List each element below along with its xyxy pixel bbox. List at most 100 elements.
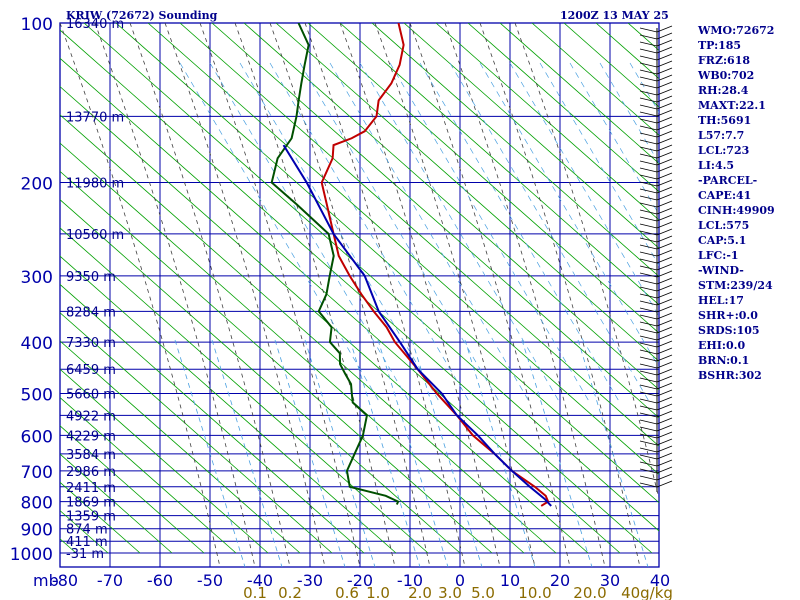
mixing-ratio-line xyxy=(304,339,376,567)
wind-barb xyxy=(656,235,673,243)
wind-barbs xyxy=(639,25,673,492)
moist-adiabat-line xyxy=(94,23,256,567)
dry-adiabat-line xyxy=(115,23,659,504)
wind-barb xyxy=(656,25,673,33)
wind-barb-flag xyxy=(639,69,658,75)
wind-barb xyxy=(656,473,673,481)
temperature-tick-label: 40 xyxy=(650,571,670,590)
wind-barb xyxy=(656,459,673,467)
pressure-tick-label: 500 xyxy=(21,385,53,405)
dry-adiabat-line xyxy=(60,170,493,554)
wind-barb xyxy=(656,67,673,75)
mixing-ratio-label: 40g/kg xyxy=(621,584,673,600)
wind-barb-flag xyxy=(639,384,658,390)
dry-adiabat-line xyxy=(60,57,621,554)
moist-adiabat-line xyxy=(234,23,396,567)
moist-adiabat-line xyxy=(339,23,501,567)
height-label: 6459 m xyxy=(66,363,116,378)
stat-line: BRN:0.1 xyxy=(698,354,750,367)
wind-barb xyxy=(656,340,673,348)
height-label: 10560 m xyxy=(66,228,124,243)
dry-adiabat-line xyxy=(83,23,659,532)
dry-adiabat-line xyxy=(307,23,659,334)
height-label: 3584 m xyxy=(66,448,116,463)
wind-barb-flag xyxy=(639,328,658,334)
wind-barb xyxy=(656,431,673,439)
wind-barb xyxy=(656,298,673,306)
wind-barb xyxy=(656,123,673,131)
wind-barb-flag xyxy=(639,447,658,453)
wind-barb xyxy=(656,95,673,103)
dry-adiabat-line xyxy=(60,396,237,554)
dry-adiabat-line xyxy=(60,425,205,554)
wind-barb xyxy=(656,445,673,453)
mixing-ratio-line xyxy=(464,339,536,567)
stat-line: FRZ:618 xyxy=(698,54,751,67)
wind-barb-flag xyxy=(639,195,658,201)
wind-barb xyxy=(656,270,673,278)
height-label: 1869 m xyxy=(66,496,116,511)
moist-adiabat-line xyxy=(269,23,431,567)
dry-adiabat-line xyxy=(60,86,589,554)
wind-barb xyxy=(656,32,673,40)
wind-barb xyxy=(656,382,673,390)
wind-barb-flag xyxy=(639,405,658,411)
wind-barb-flag xyxy=(639,90,658,96)
stat-line: LCL:575 xyxy=(698,219,750,232)
dry-adiabat-line xyxy=(60,29,653,554)
wind-barb xyxy=(656,165,673,173)
wind-barb xyxy=(656,256,673,264)
wind-barb xyxy=(656,39,673,47)
wind-barb-flag xyxy=(639,426,658,432)
mixing-ratio-label: 5.0 xyxy=(471,584,495,600)
temperature-tick-label: -40 xyxy=(247,571,273,590)
mixing-ratio-line xyxy=(521,339,593,567)
wind-barb xyxy=(656,81,673,89)
wind-barb xyxy=(656,291,673,299)
height-label: 2986 m xyxy=(66,465,116,480)
wind-barb-flag xyxy=(639,146,658,152)
stat-line: CAPE:41 xyxy=(698,189,752,202)
wind-barb-flag xyxy=(639,377,658,383)
wind-barb-flag xyxy=(639,230,658,236)
wind-barb-flag xyxy=(639,167,658,173)
dry-adiabat-line xyxy=(179,23,659,447)
mixing-ratio-line xyxy=(174,339,246,567)
profile-lines xyxy=(270,23,552,507)
dry-adiabat-line xyxy=(60,453,173,554)
wind-barb xyxy=(656,242,673,250)
stat-line: EHI:0.0 xyxy=(698,339,746,352)
wind-barb xyxy=(656,368,673,376)
pressure-tick-label: 700 xyxy=(21,463,53,483)
pressure-tick-label: 800 xyxy=(21,494,53,514)
height-label: 16340 m xyxy=(66,17,124,32)
height-label: 11980 m xyxy=(66,177,124,192)
wind-barb xyxy=(656,60,673,68)
wind-barb-flag xyxy=(639,335,658,341)
moist-adiabat-line xyxy=(444,23,606,567)
wind-barb xyxy=(656,249,673,257)
moist-adiabat-line xyxy=(479,23,641,567)
wind-barb-flag xyxy=(639,258,658,264)
wind-barb-flag xyxy=(639,251,658,257)
dry-adiabat-line xyxy=(60,199,461,554)
temperature-tick-label: -50 xyxy=(197,571,223,590)
wind-barb xyxy=(656,207,673,215)
parcel-line xyxy=(282,144,552,507)
wind-barb xyxy=(656,172,673,180)
stat-line: MAXT:22.1 xyxy=(698,99,766,112)
wind-barb-flag xyxy=(639,27,658,33)
mixing-ratio-label: 3.0 xyxy=(438,584,462,600)
dry-adiabat-line xyxy=(60,312,333,554)
wind-barb-flag xyxy=(639,482,658,488)
dry-adiabat-line xyxy=(147,23,659,475)
dry-adiabat-line xyxy=(243,23,659,391)
wind-barb-flag xyxy=(639,209,658,215)
dewpoint-line xyxy=(270,23,400,505)
dry-adiabat-line xyxy=(60,227,429,554)
height-label: 2411 m xyxy=(66,481,116,496)
mixing-ratio-label: 0.2 xyxy=(278,584,302,600)
mixing-ratio-label: 2.0 xyxy=(408,584,432,600)
moist-adiabat-line xyxy=(164,23,326,567)
